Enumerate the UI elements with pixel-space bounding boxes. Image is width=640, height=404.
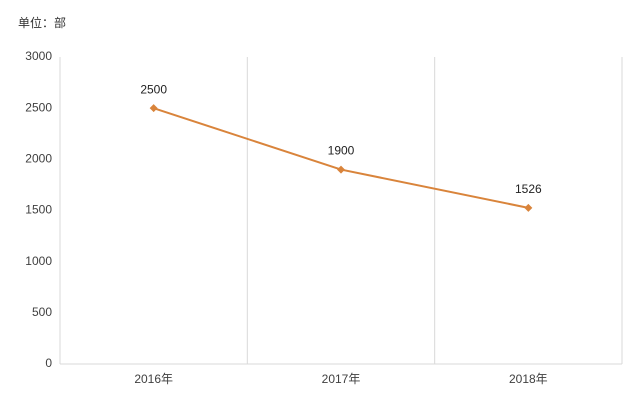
marker	[149, 104, 158, 113]
y-tick-label: 2000	[25, 152, 52, 166]
data-label: 2500	[140, 82, 167, 96]
line	[153, 107, 529, 209]
marker	[524, 203, 533, 212]
y-tick-label: 0	[45, 356, 52, 370]
x-tick-label: 2017年	[322, 372, 361, 386]
marker	[337, 165, 345, 174]
data-label: 1526	[515, 182, 542, 196]
y-tick-label: 1000	[25, 254, 52, 268]
x-tick-label: 2016年	[134, 372, 173, 386]
y-tick-label: 3000	[25, 49, 52, 63]
y-tick-label: 2500	[25, 100, 52, 114]
x-tick-label: 2018年	[509, 372, 548, 386]
y-tick-label: 1500	[25, 203, 52, 217]
unit-label: 单位：部	[18, 15, 66, 30]
data-label: 1900	[328, 144, 355, 158]
y-tick-label: 500	[32, 305, 52, 319]
